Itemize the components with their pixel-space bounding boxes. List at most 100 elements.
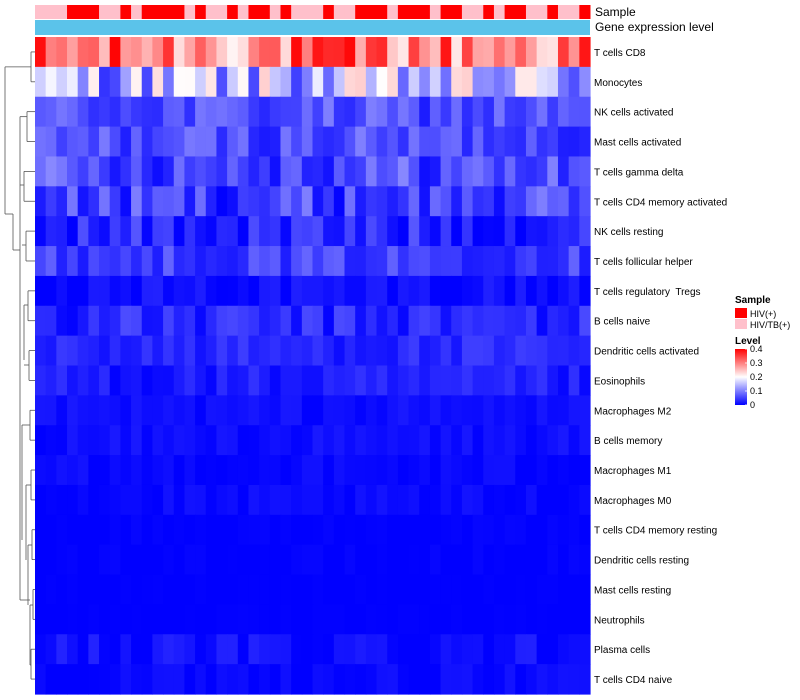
heatmap-cell (387, 425, 399, 456)
heatmap-cell (120, 275, 132, 307)
heatmap-cell (365, 156, 378, 187)
heatmap-cell (88, 126, 100, 158)
heatmap-cell (109, 275, 121, 307)
heatmap-cell (483, 186, 495, 217)
heatmap-cell (472, 37, 484, 68)
heatmap-cell (397, 604, 410, 635)
heatmap-cell (419, 186, 431, 217)
heatmap-cell (547, 604, 559, 635)
heatmap-cell (483, 634, 495, 665)
heatmap-cell (429, 305, 442, 337)
heatmap-cell (387, 484, 399, 516)
heatmap-cell (365, 305, 378, 337)
heatmap-cell (109, 514, 121, 546)
heatmap-cell (216, 484, 228, 516)
heatmap-cell (163, 156, 175, 187)
heatmap-cell (408, 574, 420, 606)
heatmap-cell (152, 484, 164, 516)
heatmap-cell (525, 425, 538, 456)
heatmap-cell (429, 455, 442, 486)
sample-annotation-cell (579, 5, 591, 19)
heatmap-cell (195, 126, 207, 158)
heatmap-cell (515, 664, 527, 695)
heatmap-cell (429, 514, 442, 546)
heatmap-cell (568, 634, 580, 665)
heatmap-cell (205, 395, 218, 426)
heatmap-cell (419, 664, 431, 695)
heatmap-cell (280, 455, 292, 486)
heatmap-cell (141, 126, 153, 158)
heatmap-cell (536, 126, 548, 158)
heatmap-cell (109, 246, 121, 277)
heatmap-cell (419, 455, 431, 486)
heatmap-cell (280, 216, 292, 247)
heatmap-cell (376, 96, 388, 128)
heatmap-cell (35, 66, 47, 98)
heatmap-cell (312, 484, 324, 516)
heatmap-cell (355, 455, 367, 486)
heatmap-cell (344, 634, 356, 665)
heatmap-cell (56, 96, 68, 128)
heatmap-cell (291, 216, 303, 247)
heatmap-cell (419, 604, 431, 635)
heatmap-cell (312, 37, 324, 68)
row-label: T cells CD4 memory activated (594, 197, 727, 208)
heatmap-cell (35, 305, 47, 337)
heatmap-cell (333, 425, 346, 456)
heatmap-cell (504, 425, 516, 456)
heatmap-cell (387, 335, 399, 367)
heatmap-cell (461, 604, 474, 635)
heatmap-cell (355, 37, 367, 68)
heatmap-cell (35, 634, 47, 665)
heatmap-cell (141, 305, 153, 337)
heatmap-cell (205, 37, 218, 68)
heatmap-cell (397, 96, 410, 128)
heatmap-cell (483, 455, 495, 486)
heatmap-cell (269, 246, 282, 277)
heatmap-cell (301, 37, 314, 68)
heatmap-cell (131, 186, 143, 217)
heatmap-cell (45, 544, 57, 576)
heatmap-cell (45, 455, 57, 486)
heatmap-cell (483, 484, 495, 516)
heatmap-cell (173, 604, 186, 635)
heatmap-cell (568, 186, 580, 217)
heatmap-cell (77, 96, 89, 128)
heatmap-cell (35, 514, 47, 546)
heatmap-cell (227, 275, 239, 307)
heatmap-cell (472, 574, 484, 606)
heatmap-cell (216, 395, 228, 426)
heatmap-cell (376, 66, 388, 98)
heatmap-cell (173, 216, 186, 247)
heatmap-cell (333, 37, 346, 68)
heatmap-cell (440, 275, 452, 307)
heatmap-cell (525, 126, 538, 158)
heatmap-cell (88, 574, 100, 606)
heatmap-cell (525, 335, 538, 367)
heatmap-cell (557, 634, 570, 665)
heatmap-cell (483, 275, 495, 307)
heatmap-cell (77, 365, 89, 396)
heatmap-cell (387, 96, 399, 128)
heatmap-cell (301, 455, 314, 486)
heatmap-cell (536, 275, 548, 307)
heatmap-cell (56, 365, 68, 396)
heatmap-cell (120, 216, 132, 247)
heatmap-cell (56, 455, 68, 486)
heatmap-cell (120, 544, 132, 576)
heatmap-cell (45, 574, 57, 606)
heatmap-cell (99, 96, 111, 128)
heatmap-cell (163, 126, 175, 158)
heatmap-cell (579, 275, 591, 307)
heatmap-cell (579, 96, 591, 128)
heatmap-cell (259, 37, 271, 68)
heatmap-cell (515, 66, 527, 98)
heatmap-cell (141, 664, 153, 695)
heatmap-cell (109, 634, 121, 665)
heatmap-cell (547, 365, 559, 396)
heatmap-cell (355, 126, 367, 158)
heatmap-cells (35, 37, 591, 695)
row-label: Mast cells resting (594, 586, 671, 597)
heatmap-cell (429, 604, 442, 635)
heatmap-cell (205, 216, 218, 247)
